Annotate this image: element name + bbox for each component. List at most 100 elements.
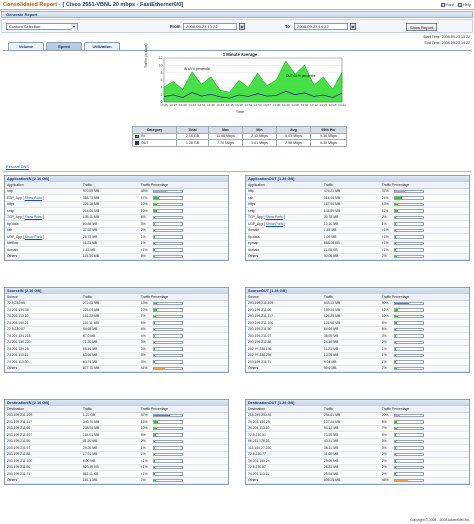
table-row[interactable]: 203.199.211.117 340.74 MB 16% — [5, 418, 228, 426]
row-name-cell: 74.201.150.24 — [246, 457, 322, 465]
tab-volume[interactable]: Volume — [8, 42, 44, 50]
table-row[interactable]: ssh 37.92 MB 2% — [5, 227, 228, 234]
table-row[interactable]: TCP_App [ Show Ports ] 135.11 MB 6% — [5, 214, 228, 221]
row-traffic: 90.05 MB — [321, 253, 380, 260]
table-row[interactable]: 72.5.230.77 31.03 MB 2% — [246, 451, 469, 458]
table-row[interactable]: Others 90.05 MB 7% — [246, 253, 469, 260]
table-row[interactable]: domain 11.05 KB <1% — [246, 246, 469, 254]
row-percentage-cell: 12% — [379, 306, 469, 314]
table-row[interactable]: 203.199.211.107 164.51 MB 8% — [5, 431, 228, 439]
table-row[interactable]: 74.201.113.61 25.54 MB 2% — [246, 470, 469, 478]
table-row[interactable]: 203.199.211.71 861.11 KB <1% — [5, 470, 228, 478]
table-row[interactable]: http 970.59 MB 45% — [5, 188, 228, 195]
table-row[interactable]: 203.199.211.100 101.98 MB 8% — [246, 319, 469, 327]
tab-speed[interactable]: Speed — [46, 42, 82, 50]
table-row[interactable]: UDP_App [ Show Ports ] 13.16 MB 1% — [246, 220, 469, 228]
table-row[interactable]: smtp 214.66 MB 10% — [5, 207, 228, 215]
x-tick-label: 13:30 — [179, 103, 187, 107]
table-row[interactable]: Others 595.25 MB 46% — [246, 477, 469, 484]
table-row[interactable]: domain 1.43 MB <1% — [5, 246, 228, 254]
table-row[interactable]: 203.199.211.97 38.95 MB 3% — [246, 332, 469, 340]
table-row[interactable]: 74.201.113.61 63.66 MB 3% — [5, 352, 228, 359]
table-row[interactable]: 203.199.211.90 929.49 KB <1% — [5, 464, 228, 471]
table-row[interactable]: 203.199.211.88 17.91 MB 1% — [5, 451, 228, 458]
table-row[interactable]: https 167.94 MB 13% — [246, 201, 469, 208]
show-ports-link[interactable]: Show Ports — [24, 215, 42, 220]
table-row[interactable]: 203.199.211.66 208.54 MB 10% — [5, 425, 228, 432]
table-row[interactable]: 74.201.113.30 60.74 MB 3% — [5, 358, 228, 366]
table-row[interactable]: 203.199.211.109 643.13 MB 50% — [246, 300, 469, 307]
table-row[interactable]: ESP_App [ Show Ports ] 358.73 MB 17% — [5, 194, 228, 202]
table-row[interactable]: ssh 314.04 MB 24% — [246, 194, 469, 202]
table-row[interactable]: ftp-data 1.09 MB <1% — [246, 233, 469, 241]
table-row[interactable]: 72.5.230.65 272.43 MB 13% — [5, 300, 228, 307]
table-row[interactable]: 202.97.238.204 10.95 MB 1% — [246, 352, 469, 359]
row-name: Others — [248, 478, 259, 483]
table-row[interactable]: Others 90.6 MB 7% — [246, 365, 469, 372]
table-row[interactable]: 74.201.150.220 71.30 MB 3% — [5, 339, 228, 346]
title-bar: Consolidated Report - [ Cisco 2651-VBNL … — [0, 0, 474, 10]
row-name: 203.199.211.50 — [7, 439, 31, 444]
table-row[interactable]: 203.199.211.50 51.20 MB 2% — [5, 438, 228, 445]
table-row[interactable]: UDP_App [ Show Ports ] 25.72 MB 1% — [5, 233, 228, 241]
table-row[interactable]: 203.199.211.100 6.00 MB <1% — [5, 457, 228, 465]
table-row[interactable]: 74.201.113.10 161.22 MB 7% — [5, 313, 228, 320]
table-row[interactable]: 203.199.211.50 64.69 MB 5% — [246, 326, 469, 333]
table-row[interactable]: 74.201.150.24 29.05 MB 2% — [246, 457, 469, 465]
table-row[interactable]: 203.199.211.88 24.46 MB 2% — [246, 339, 469, 346]
table-row[interactable]: 202.97.238.196 11.23 MB 1% — [246, 345, 469, 353]
row-percentage-cell: 37% — [379, 188, 469, 195]
percentage-bar — [393, 426, 424, 431]
row-percentage: 11% — [381, 208, 389, 213]
row-name-cell: Others — [246, 365, 322, 372]
table-row[interactable]: TCP_App [ Show Ports ] 30.78 MB 2% — [246, 214, 469, 221]
show-ports-link[interactable]: Show Ports — [24, 195, 42, 200]
row-percentage: 8% — [140, 432, 146, 437]
from-date-input[interactable]: 2008-09-23 13:22 — [183, 23, 237, 30]
tab-utilization[interactable]: Utilization — [84, 42, 120, 50]
table-row[interactable]: Netflow 11.23 MB 1% — [5, 240, 228, 247]
table-row[interactable]: 72.5.230.51 73.55 MB 6% — [246, 431, 469, 439]
table-row[interactable]: 74.201.124.218 87.0 MB 4% — [5, 332, 228, 340]
table-row[interactable]: ftp-data 60.88 MB 3% — [5, 220, 228, 228]
row-percentage: 5% — [140, 320, 146, 325]
period-select[interactable]: Custom Selection ▼ — [6, 23, 78, 30]
to-calendar-icon[interactable]: ▦ — [350, 23, 356, 30]
table-row[interactable]: 203.199.211.109 1.22 GB 57% — [5, 412, 228, 419]
table-row[interactable]: 74.201.154.36 226.04 MB 10% — [5, 306, 228, 314]
show-ports-link[interactable]: Show Ports — [265, 221, 284, 226]
table-row[interactable]: 218.249.253.51 254.61 MB 20% — [246, 412, 469, 419]
table-row[interactable]: 203.199.211.97 29.26 MB 1% — [5, 444, 228, 452]
row-percentage: <1% — [381, 228, 389, 233]
table-row[interactable]: 74.201.113.10 94.14 MB 7% — [246, 425, 469, 432]
table-row[interactable]: 203.199.211.117 126.29 MB 10% — [246, 313, 469, 320]
percentage-bar-fill — [153, 440, 155, 443]
to-date-input[interactable]: 2008-09-23 14:22 — [294, 23, 348, 30]
help-button[interactable]: Help — [457, 2, 471, 7]
table-row[interactable]: smtp 141.59 MB 11% — [246, 207, 469, 215]
print-button[interactable]: Print — [440, 2, 454, 7]
table-row[interactable]: https 226.18 MB 10% — [5, 201, 228, 208]
table-row[interactable]: http 476.21 MB 37% — [246, 188, 469, 195]
table-row[interactable]: Others 877.72 MB 41% — [5, 365, 228, 372]
show-ports-link[interactable]: Show Ports — [265, 215, 283, 220]
table-row[interactable]: 66.211.176.23 43.31 MB 3% — [246, 438, 469, 445]
from-calendar-icon[interactable]: ▦ — [239, 23, 245, 30]
table-row[interactable]: 203.199.211.66 159.20 MB 12% — [246, 306, 469, 314]
row-name-cell: 74.201.113.61 — [246, 470, 322, 478]
table-row[interactable]: 74.201.154.29 107.20 MB 8% — [246, 418, 469, 426]
table-row[interactable]: 72.5.230.87 26.33 MB 2% — [246, 464, 469, 471]
table-row[interactable]: Others 161.1 MB 7% — [5, 477, 228, 484]
table-row[interactable]: epmap 668.05 KB <1% — [246, 240, 469, 247]
table-row[interactable]: 203.199.211.71 9.04 MB 1% — [246, 358, 469, 366]
table-row[interactable]: 74.201.150.21 110.11 MB 5% — [5, 319, 228, 327]
table-row[interactable]: 72.5.230.87 94.65 MB 4% — [5, 326, 228, 333]
resolve-dns-link[interactable]: Resolve DNS — [6, 165, 29, 169]
table-row[interactable]: domain 1.45 MB <1% — [246, 227, 469, 234]
table-row[interactable]: 112.144.27.230 38.31 MB 3% — [246, 444, 469, 452]
table-row[interactable]: Others 115.34 MB 5% — [5, 253, 228, 260]
table-row[interactable]: 74.201.129.25 65.46 MB 3% — [5, 345, 228, 353]
show-ports-link[interactable]: Show Ports — [24, 234, 43, 239]
show-report-button[interactable]: Show Report — [406, 23, 438, 31]
row-traffic: 31.03 MB — [321, 451, 380, 458]
